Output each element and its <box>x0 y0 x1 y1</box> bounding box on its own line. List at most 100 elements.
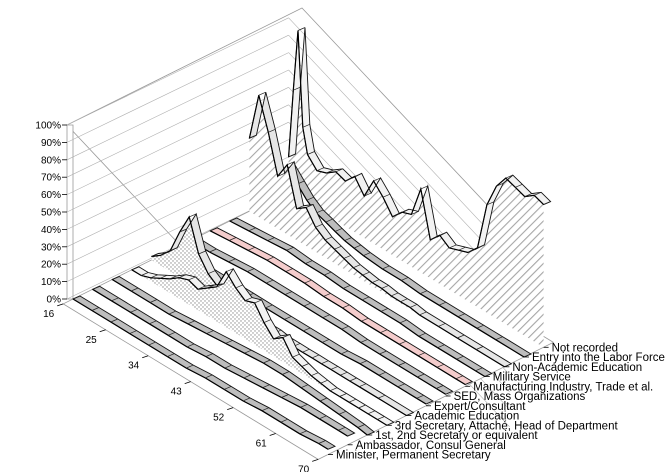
series-0-point-11 <box>280 418 288 423</box>
series-9 <box>248 91 513 368</box>
series-4-point-24 <box>406 412 414 416</box>
series-7-point-8 <box>361 317 369 322</box>
series-7-point-4 <box>285 268 293 272</box>
series-line-3 <box>131 269 388 426</box>
series-8-point-14 <box>484 373 492 377</box>
series-9-point-5 <box>296 205 304 210</box>
series-4-point-4 <box>189 213 197 218</box>
x-axis-ticks: 16 25 34 43 52 61 70 <box>43 303 319 472</box>
series-axis-label-1: Ambassador, Consul General <box>356 440 506 452</box>
series-10-point-6 <box>325 218 333 223</box>
series-2-point-13 <box>357 424 365 428</box>
ztick-label-8: 80% <box>41 155 61 166</box>
series-axis-label-0: Minister, Permanent Secretary <box>336 450 491 462</box>
series-10-point-15 <box>457 313 466 318</box>
series-9-point-11 <box>353 264 361 269</box>
series-0-point-0 <box>72 295 81 300</box>
series-6-point-11 <box>398 362 406 366</box>
series-1-point-2 <box>130 308 138 313</box>
series-6-point-1 <box>209 248 217 253</box>
series-4-point-16 <box>302 348 310 353</box>
series-9-point-1 <box>258 91 266 96</box>
series-3-point-4 <box>169 275 177 280</box>
series-0-point-9 <box>242 397 251 402</box>
series-5-point-12 <box>397 383 405 388</box>
series-2 <box>111 275 376 436</box>
series-11-point-23 <box>486 201 495 206</box>
series-4-point-1 <box>160 251 168 256</box>
series-1-point-1 <box>111 297 119 302</box>
series-1-point-7 <box>224 364 232 369</box>
series-8-point-6 <box>342 285 351 289</box>
series-3-point-15 <box>273 335 281 340</box>
series-3-point-19 <box>311 372 319 377</box>
series-axis-label-3: 3rd Secretary, Attaché, Head of Departme… <box>395 420 619 432</box>
series-5-point-5 <box>265 304 273 309</box>
series-0-point-14 <box>327 445 336 450</box>
series-1-point-13 <box>338 426 346 431</box>
series-10-point-7 <box>334 228 343 232</box>
series-7-point-9 <box>380 329 388 334</box>
series-7-point-6 <box>323 293 331 297</box>
gridline-side-8 <box>66 52 289 161</box>
ztick-label-1: 10% <box>41 277 61 288</box>
series-11-point-15 <box>411 211 419 215</box>
series-9-point-4 <box>287 161 295 166</box>
series-10-point-9 <box>353 244 362 249</box>
series-5-point-8 <box>321 339 330 343</box>
gridline-back-10 <box>288 17 510 254</box>
series-11-point-20 <box>458 246 466 251</box>
series-5-point-11 <box>378 371 386 376</box>
ztick-label-0: 0% <box>47 295 62 306</box>
series-1-point-10 <box>281 394 289 398</box>
series-11-point-29 <box>543 201 551 205</box>
series-3-point-23 <box>348 398 357 403</box>
xtick-mark-6 <box>312 459 319 462</box>
series-10-point-17 <box>495 336 503 341</box>
series-0-point-3 <box>129 330 137 334</box>
series-6-point-14 <box>445 390 453 395</box>
series-10-point-16 <box>476 324 484 329</box>
series-9-point-16 <box>400 298 408 303</box>
series-11-point-3 <box>302 123 310 128</box>
series-4-point-20 <box>340 371 348 376</box>
series-4-point-3 <box>179 228 187 233</box>
series-7-point-5 <box>304 279 312 284</box>
series-area-11 <box>288 30 544 348</box>
series-3-point-10 <box>226 268 234 273</box>
series-1-point-11 <box>300 403 308 408</box>
series-3-point-18 <box>301 363 309 367</box>
series-8-point-11 <box>437 344 445 349</box>
series-3-point-20 <box>320 379 328 384</box>
series-axis-label-8: Military Service <box>493 372 571 384</box>
series-7-point-12 <box>436 363 445 368</box>
xtick-label-2: 34 <box>128 361 140 372</box>
series-10-point-10 <box>363 252 371 256</box>
series-2-point-7 <box>244 349 252 354</box>
series-3-point-16 <box>282 334 291 338</box>
series-area-6 <box>190 240 446 396</box>
series-axis-label-11: Not recorded <box>552 342 618 354</box>
series-6-point-4 <box>266 279 274 284</box>
series-0-point-13 <box>318 440 326 444</box>
series-3-point-2 <box>150 274 158 279</box>
series-10-point-8 <box>344 237 352 241</box>
series-11-point-24 <box>496 182 504 187</box>
ztick-label-3: 30% <box>41 242 61 253</box>
series-11-point-25 <box>505 174 513 179</box>
ztick-label-2: 20% <box>41 260 61 271</box>
series-1-point-14 <box>347 432 355 437</box>
series-7-point-13 <box>455 375 463 380</box>
series-9-point-12 <box>362 271 370 276</box>
series-9-point-9 <box>334 245 342 250</box>
series-0 <box>72 295 336 455</box>
gridline-side-5 <box>66 104 289 213</box>
gridline-back-8 <box>288 52 510 288</box>
series-11-point-21 <box>467 249 476 253</box>
ztick-label-7: 70% <box>41 173 61 184</box>
series-5-point-13 <box>416 394 424 399</box>
series-axis-labels: Minister, Permanent SecretaryAmbassador,… <box>328 342 665 462</box>
series-8-point-10 <box>418 332 426 337</box>
series-11-point-13 <box>392 213 400 218</box>
series-2-point-8 <box>263 359 271 364</box>
